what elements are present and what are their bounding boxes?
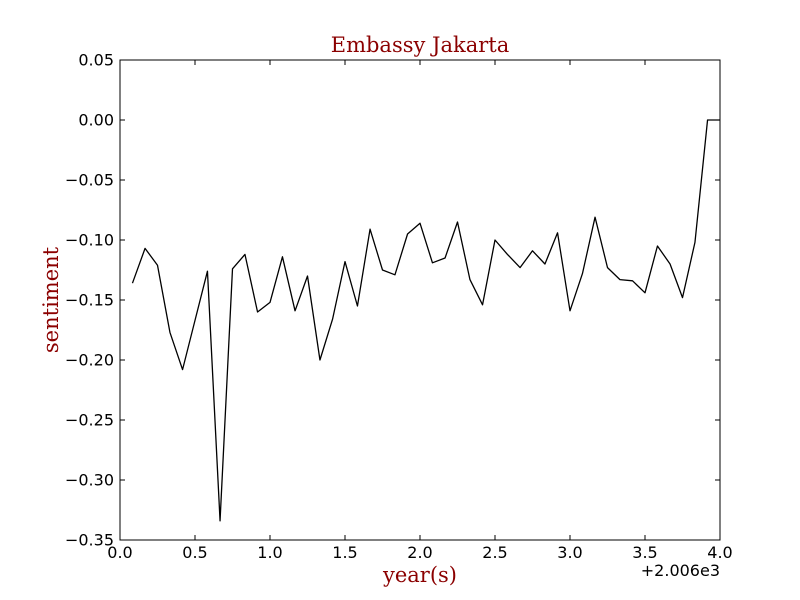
x-tick-label: 2.0: [407, 543, 432, 562]
y-tick-label: 0.00: [78, 111, 114, 130]
x-tick-label: 3.0: [557, 543, 582, 562]
x-axis: 0.0 0.5 1.0 1.5 2.0 2.5 3.0 3.5 4.0: [107, 60, 733, 562]
x-tick-label: 0.0: [107, 543, 132, 562]
y-tick-label: 0.05: [78, 51, 114, 70]
x-tick-label: 1.5: [332, 543, 357, 562]
y-tick-label: −0.10: [65, 231, 114, 250]
plot-frame: [119, 59, 721, 541]
y-tick-label: −0.25: [65, 411, 114, 430]
x-tick-label: 2.5: [482, 543, 507, 562]
y-tick-label: −0.20: [65, 351, 114, 370]
x-tick-label: 3.5: [632, 543, 657, 562]
x-tick-label: 0.5: [182, 543, 207, 562]
chart-title: Embassy Jakarta: [331, 33, 509, 57]
x-offset-label: +2.006e3: [641, 561, 720, 580]
x-tick-label: 4.0: [707, 543, 732, 562]
y-tick-label: −0.30: [65, 471, 114, 490]
y-axis: 0.05 0.00 −0.05 −0.10 −0.15 −0.20 −0.25 −0.30 −0…: [65, 51, 720, 550]
plot-area: [131, 119, 720, 522]
y-tick-label: −0.05: [65, 171, 114, 190]
y-axis-label: sentiment: [39, 246, 63, 353]
x-tick-label: 1.0: [257, 543, 282, 562]
x-axis-label: year(s): [382, 563, 457, 587]
series-line: [131, 119, 720, 522]
y-tick-label: −0.15: [65, 291, 114, 310]
y-tick-label: −0.35: [65, 531, 114, 550]
